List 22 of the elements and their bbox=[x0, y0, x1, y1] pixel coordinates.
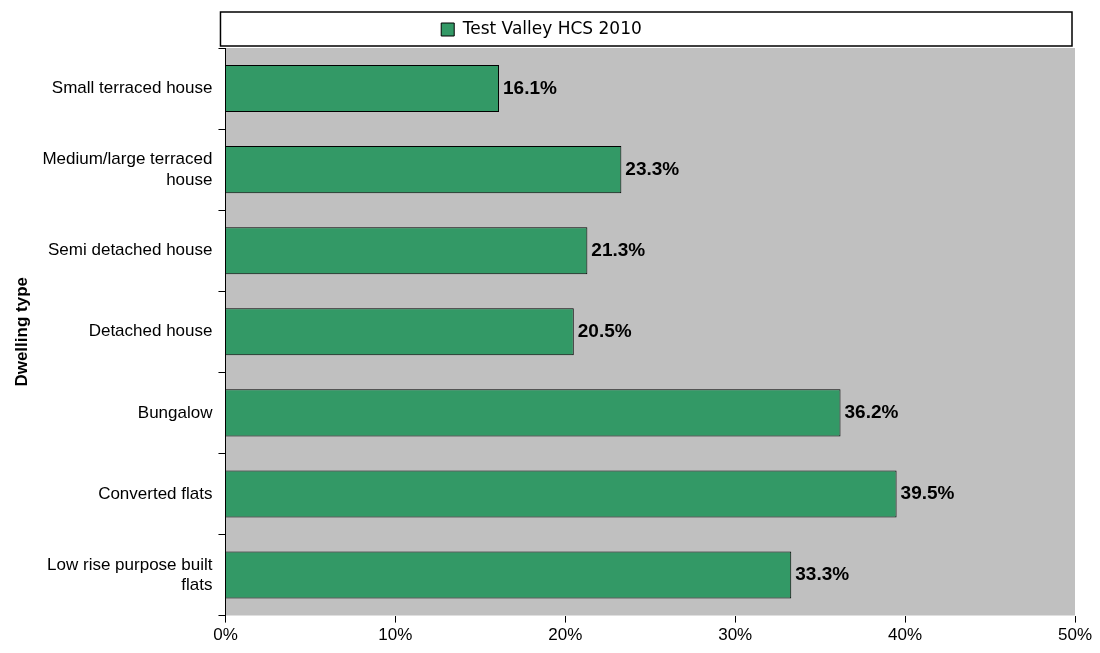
y-tick-label: Low rise purpose built flats bbox=[47, 554, 213, 594]
x-tick-label: 40% bbox=[888, 625, 923, 645]
y-tick-label: Medium/large terraced house bbox=[42, 149, 213, 189]
x-tick-label: 50% bbox=[1057, 625, 1093, 645]
text: 39.5% bbox=[900, 482, 955, 504]
x-tick-label: 0% bbox=[213, 625, 238, 645]
y-axis-title: Dwelling type bbox=[11, 277, 31, 387]
text: 21.3% bbox=[591, 238, 646, 260]
y-tick-label: Semi detached house bbox=[48, 240, 213, 260]
y-tick-label: Bungalow bbox=[137, 402, 214, 422]
text: 36.2% bbox=[844, 401, 899, 423]
y-tick-label: Small terraced house bbox=[51, 78, 213, 98]
y-tick-label: Detached house bbox=[88, 321, 213, 341]
legend-label: Test Valley HCS 2010 bbox=[461, 17, 642, 38]
text: 16.1% bbox=[503, 76, 557, 98]
x-tick-label: 30% bbox=[718, 625, 753, 645]
x-tick-label: 20% bbox=[548, 625, 583, 645]
text: 33.3% bbox=[795, 563, 850, 585]
x-tick-label: 10% bbox=[378, 625, 413, 645]
text: 20.5% bbox=[577, 320, 632, 342]
text: 23.3% bbox=[625, 157, 680, 179]
y-tick-label: Converted flats bbox=[98, 483, 213, 503]
